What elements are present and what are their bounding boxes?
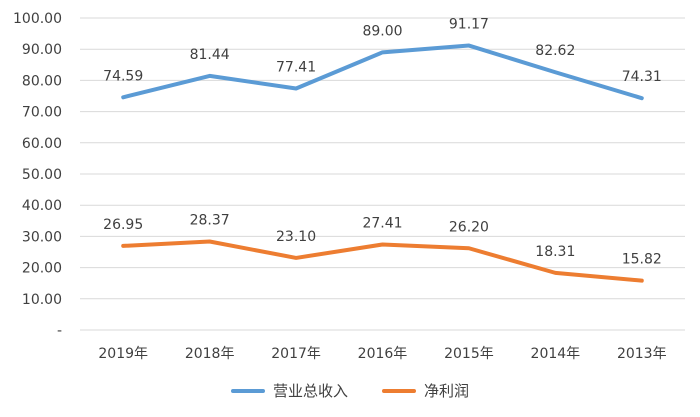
y-tick-label: 10.00 [22, 292, 62, 308]
legend: 营业总收入 净利润 [0, 380, 700, 401]
y-tick-label: 100.00 [13, 11, 62, 27]
data-label: 15.82 [622, 252, 662, 268]
data-label: 18.31 [535, 244, 575, 260]
y-tick-label: 50.00 [22, 167, 62, 183]
data-label: 74.59 [103, 68, 143, 84]
x-tick-label: 2014年 [531, 346, 581, 362]
data-label: 26.20 [449, 219, 489, 235]
data-label: 82.62 [535, 43, 575, 59]
x-tick-label: 2013年 [617, 346, 667, 362]
y-tick-label: 20.00 [22, 261, 62, 277]
y-tick-label: - [57, 323, 62, 339]
data-label: 23.10 [276, 229, 316, 245]
line-chart: - 10.00 20.00 30.00 40.00 50.00 60.00 70.00 80.0… [13, 11, 685, 362]
data-label: 77.41 [276, 59, 316, 75]
data-label: 89.00 [362, 23, 402, 39]
x-tick-label: 2017年 [271, 346, 321, 362]
x-tick-label: 2016年 [358, 346, 408, 362]
data-label: 27.41 [362, 215, 402, 231]
data-label: 26.95 [103, 217, 143, 233]
legend-item-revenue: 营业总收入 [230, 380, 348, 401]
data-label: 91.17 [449, 17, 489, 33]
x-tick-label: 2015年 [444, 346, 494, 362]
legend-label-revenue: 营业总收入 [272, 382, 348, 400]
y-tick-label: 60.00 [22, 136, 62, 152]
x-tick-label: 2018年 [185, 346, 235, 362]
y-tick-label: 90.00 [22, 42, 62, 58]
y-tick-label: 40.00 [22, 198, 62, 214]
data-label: 28.37 [190, 212, 230, 228]
data-label: 81.44 [190, 47, 230, 63]
y-tick-label: 70.00 [22, 105, 62, 121]
y-tick-label: 30.00 [22, 229, 62, 245]
y-tick-label: 80.00 [22, 73, 62, 89]
legend-swatch-revenue [230, 388, 265, 393]
data-label: 74.31 [622, 69, 662, 85]
legend-label-net-profit: 净利润 [424, 382, 470, 400]
legend-item-net-profit: 净利润 [382, 380, 469, 401]
legend-swatch-net-profit [382, 388, 416, 393]
x-tick-label: 2019年 [98, 346, 148, 362]
